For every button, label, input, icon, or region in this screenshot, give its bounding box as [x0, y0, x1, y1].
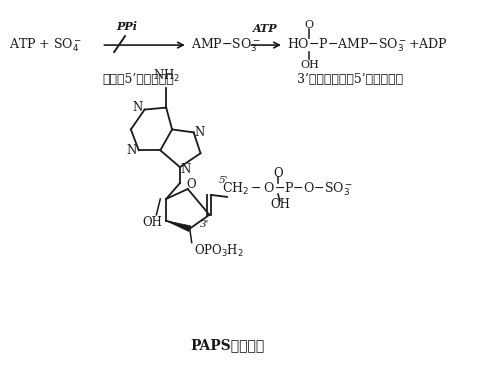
Text: N: N	[127, 144, 137, 157]
Text: 3’－磷酸腺苷－5’－磷酸硫酸: 3’－磷酸腺苷－5’－磷酸硫酸	[296, 73, 403, 86]
Text: 腺苷－5’－磷酸硫酸: 腺苷－5’－磷酸硫酸	[103, 73, 174, 86]
Text: OPO$_3$H$_2$: OPO$_3$H$_2$	[194, 242, 244, 258]
Text: NH$_2$: NH$_2$	[153, 68, 180, 84]
Text: N: N	[133, 101, 143, 114]
Text: HO$-$P$-$AMP$-$SO$_3^-$+ADP: HO$-$P$-$AMP$-$SO$_3^-$+ADP	[287, 36, 448, 54]
Text: ATP: ATP	[252, 23, 277, 34]
Text: O: O	[186, 178, 196, 190]
Text: N: N	[181, 163, 191, 176]
Text: O: O	[273, 166, 283, 180]
Text: N: N	[195, 126, 205, 139]
Text: 3': 3'	[199, 220, 209, 229]
Text: OH: OH	[270, 198, 290, 211]
Text: OH: OH	[300, 60, 319, 70]
Text: PAPS的结构式: PAPS的结构式	[190, 338, 264, 352]
Text: O: O	[305, 20, 314, 30]
Text: ATP + SO$_4^-$: ATP + SO$_4^-$	[9, 36, 82, 54]
Text: PPi: PPi	[116, 21, 137, 32]
Text: CH$_2-$O$-$P$-$O$-$SO$_3^-$: CH$_2-$O$-$P$-$O$-$SO$_3^-$	[222, 180, 353, 198]
Polygon shape	[166, 221, 191, 232]
Text: 5': 5'	[219, 176, 229, 185]
Text: OH: OH	[143, 216, 162, 229]
Text: AMP$-$SO$_3^-$: AMP$-$SO$_3^-$	[191, 36, 261, 54]
